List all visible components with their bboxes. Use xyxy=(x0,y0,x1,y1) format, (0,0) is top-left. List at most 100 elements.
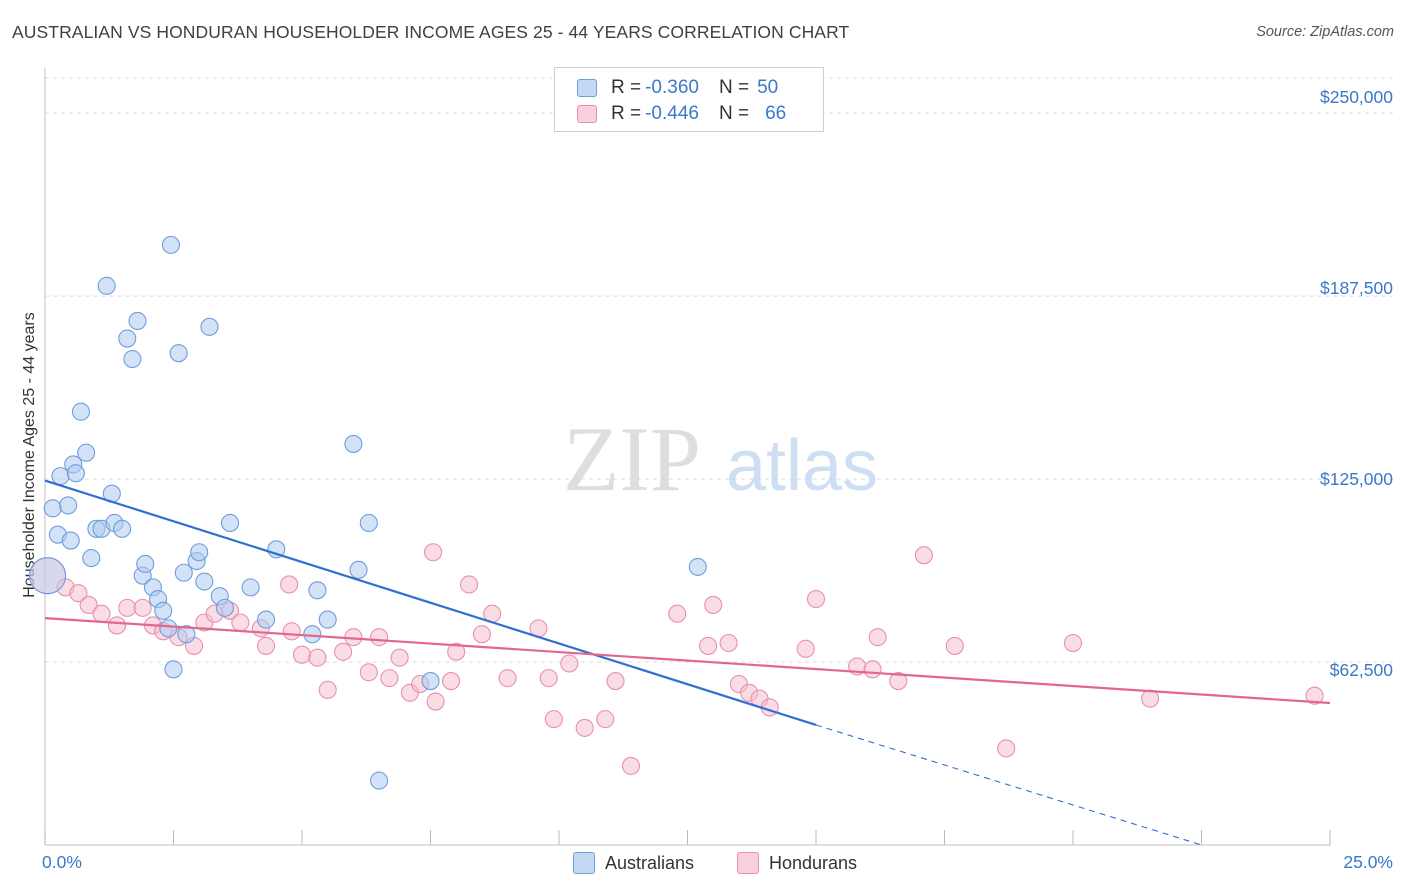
honduran-point xyxy=(863,660,882,679)
stats-legend: R = -0.360 N = 50 R = -0.446 N = 66 xyxy=(554,67,824,132)
n-label: N = xyxy=(718,77,750,98)
australian-point xyxy=(349,560,368,579)
honduran-point xyxy=(889,672,908,691)
australian-point xyxy=(241,578,260,597)
honduran-point xyxy=(390,648,409,667)
australian-point xyxy=(61,531,80,550)
australian-point xyxy=(169,344,188,363)
honduran-point xyxy=(606,672,625,691)
trend-lines xyxy=(44,479,1331,846)
honduran-point xyxy=(380,669,399,688)
australian-point xyxy=(154,601,173,620)
honduran-point xyxy=(498,669,517,688)
australian-point xyxy=(421,672,440,691)
honduran-point xyxy=(699,636,718,655)
hondurans-swatch xyxy=(577,105,597,123)
australians-swatch xyxy=(577,79,597,97)
axes xyxy=(44,68,1331,846)
australian-point xyxy=(82,549,101,568)
watermark-atlas: atlas xyxy=(726,426,878,506)
legend-item-hondurans[interactable]: Hondurans xyxy=(737,852,857,874)
hondurans-trend-line xyxy=(44,617,1331,705)
honduran-point xyxy=(426,692,445,711)
australian-point xyxy=(159,619,178,638)
australian-point xyxy=(174,563,193,582)
australians-points xyxy=(29,235,707,790)
honduran-point xyxy=(231,613,250,632)
y-tick-label: $187,500 xyxy=(1320,278,1393,298)
y-tick-label: $62,500 xyxy=(1329,660,1393,680)
chart-source: Source: ZipAtlas.com xyxy=(1256,24,1394,40)
honduran-point xyxy=(544,710,563,729)
australian-point xyxy=(195,572,214,591)
australian-point xyxy=(344,434,363,453)
honduran-point xyxy=(459,575,479,594)
australian-point xyxy=(177,625,196,644)
legend-item-australians[interactable]: Australians xyxy=(573,852,694,874)
australian-point xyxy=(688,557,707,576)
honduran-point xyxy=(282,622,301,641)
honduran-point xyxy=(1063,633,1083,653)
honduran-point xyxy=(318,680,337,699)
honduran-point xyxy=(256,636,276,655)
stats-row-australians: R = -0.360 N = 50 xyxy=(577,76,778,100)
x-tick-label: 0.0% xyxy=(42,852,82,872)
honduran-point xyxy=(796,639,815,658)
australian-point xyxy=(59,496,78,515)
honduran-point xyxy=(334,642,353,661)
stats-row-hondurans: R = -0.446 N = 66 xyxy=(577,102,786,126)
australian-point xyxy=(128,311,147,331)
honduran-point xyxy=(424,543,443,562)
australian-point xyxy=(200,317,219,336)
australian-point xyxy=(359,513,378,533)
honduran-point xyxy=(133,598,152,617)
australians-trend-extension xyxy=(815,724,1202,846)
hondurans-points xyxy=(29,543,1324,776)
australian-point xyxy=(77,443,96,462)
chart-title: AUSTRALIAN VS HONDURAN HOUSEHOLDER INCOM… xyxy=(12,22,850,42)
honduran-point xyxy=(914,546,933,565)
australian-point xyxy=(161,235,180,254)
honduran-point xyxy=(280,575,299,594)
honduran-point xyxy=(621,756,641,776)
honduran-point xyxy=(472,625,491,644)
australian-point xyxy=(220,513,240,533)
australian-point xyxy=(303,625,322,644)
hondurans-legend-swatch xyxy=(737,852,759,874)
honduran-point xyxy=(118,598,137,617)
honduran-point xyxy=(107,616,127,635)
honduran-point xyxy=(575,718,594,737)
australian-point xyxy=(43,499,62,518)
australian-point xyxy=(136,554,155,574)
honduran-point xyxy=(539,669,558,688)
n-value: 66 xyxy=(765,103,787,124)
australian-point xyxy=(123,349,142,369)
honduran-point xyxy=(1141,689,1160,708)
honduran-point xyxy=(1305,686,1324,705)
australian-point xyxy=(318,610,337,629)
honduran-point xyxy=(668,604,687,623)
honduran-point xyxy=(359,663,378,682)
australians-trend-line xyxy=(44,479,817,727)
n-label: N = xyxy=(718,103,750,124)
r-label: R = xyxy=(611,77,642,98)
australian-point xyxy=(29,557,67,595)
honduran-point xyxy=(719,633,738,653)
watermark: ZIP atlas xyxy=(563,408,878,510)
legend-label-australians: Australians xyxy=(605,852,695,873)
australian-point xyxy=(71,402,91,421)
australian-point xyxy=(256,610,276,629)
australian-point xyxy=(164,660,183,679)
honduran-point xyxy=(308,648,327,667)
honduran-point xyxy=(370,628,389,647)
honduran-point xyxy=(704,595,723,614)
honduran-point xyxy=(806,590,826,609)
honduran-point xyxy=(92,604,111,623)
legend-label-hondurans: Hondurans xyxy=(769,852,858,873)
honduran-point xyxy=(945,636,964,655)
australian-point xyxy=(308,581,327,600)
australian-point xyxy=(215,598,234,617)
watermark-zip: ZIP xyxy=(563,408,701,510)
y-tick-label: $125,000 xyxy=(1320,469,1393,489)
